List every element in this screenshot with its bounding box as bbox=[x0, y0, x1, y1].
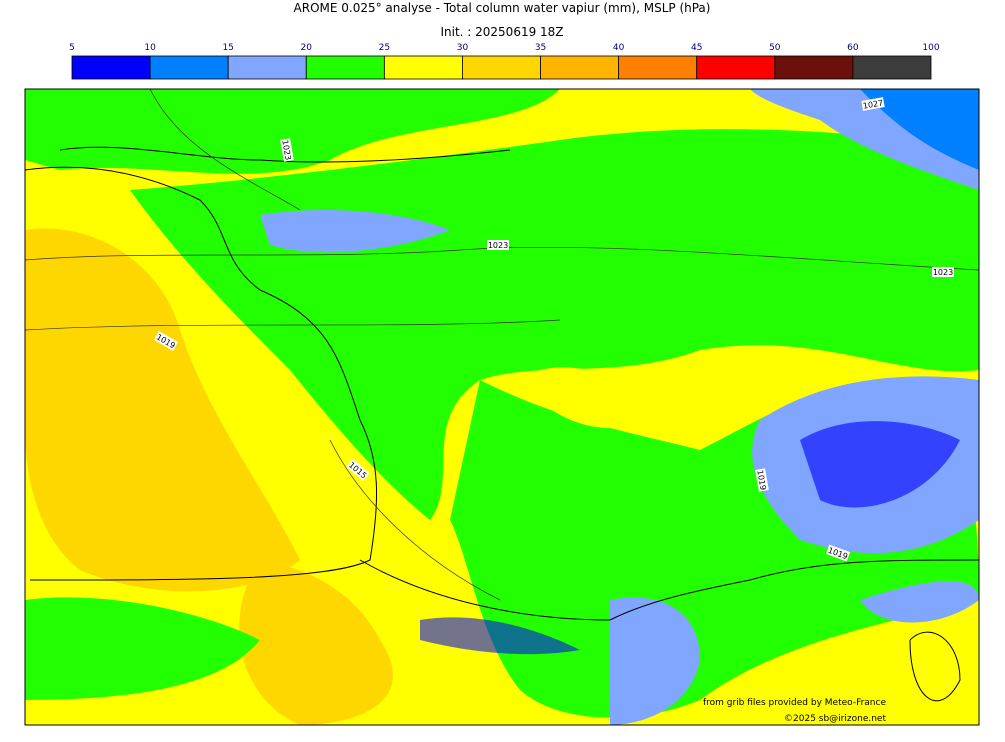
isobar-label-text: 1023 bbox=[933, 268, 953, 277]
isobar-label-text: 1027 bbox=[862, 98, 884, 110]
yellow-area bbox=[540, 367, 660, 429]
isobar-label-text: 1019 bbox=[755, 469, 767, 491]
colorbar-segment bbox=[227, 55, 307, 80]
colorbar-tick-label: 45 bbox=[691, 43, 702, 53]
orange-area bbox=[239, 560, 393, 725]
init-time: Init. : 20250619 18Z bbox=[440, 25, 563, 39]
colorbar-tick-label: 25 bbox=[379, 43, 390, 53]
isobar-label: 1023 bbox=[487, 240, 509, 250]
colorbar-tick-label: 40 bbox=[613, 43, 625, 53]
title: AROME 0.025° analyse - Total column wate… bbox=[294, 1, 711, 15]
colorbar-tick-label: 35 bbox=[535, 43, 546, 53]
colorbar-segment bbox=[540, 55, 620, 80]
map bbox=[24, 88, 980, 726]
colorbar-segment bbox=[383, 55, 463, 80]
isobar-label-bg bbox=[755, 468, 769, 492]
colorbar-segment bbox=[852, 55, 932, 80]
isobar-label-bg bbox=[346, 459, 370, 481]
green-area bbox=[25, 89, 560, 174]
isobar-label: 1023 bbox=[280, 138, 294, 162]
blue-area bbox=[610, 597, 700, 725]
colorbar-segment bbox=[149, 55, 229, 80]
blue-area bbox=[800, 421, 960, 508]
blue-area bbox=[860, 581, 979, 623]
colorbar-segment bbox=[618, 55, 698, 80]
source-credit: from grib files provided by Meteo-France bbox=[703, 698, 886, 708]
isobar-label: 1023 bbox=[932, 267, 954, 277]
isobar-label-text: 1023 bbox=[280, 139, 292, 161]
colorbar-tick-label: 15 bbox=[222, 43, 233, 53]
isobar-label-bg bbox=[932, 267, 954, 277]
colorbar-segment bbox=[305, 55, 385, 80]
colorbar-tick-label: 5 bbox=[69, 43, 75, 53]
isobar-line bbox=[25, 89, 979, 601]
colorbar-segment bbox=[696, 55, 776, 80]
isobar-label-bg bbox=[825, 544, 851, 562]
orange-area bbox=[25, 228, 300, 592]
isobar-label-bg bbox=[153, 331, 179, 351]
colorbar-tick-label: 10 bbox=[144, 43, 156, 53]
isobar-label-bg bbox=[861, 97, 885, 111]
coastline bbox=[25, 146, 979, 702]
colorbar-segment bbox=[774, 55, 854, 80]
colorbar-tick-label: 60 bbox=[847, 43, 859, 53]
colorbar-segment bbox=[71, 55, 151, 80]
isobar-label: 1019 bbox=[755, 468, 769, 492]
colorbar-tick-label: 30 bbox=[457, 43, 469, 53]
isobar-label-bg bbox=[487, 240, 509, 250]
blue-area bbox=[860, 89, 979, 170]
colorbar-tick-label: 100 bbox=[922, 43, 939, 53]
colorbar: 5 10 15 20 25 30 35 40 45 50 60 100 bbox=[69, 43, 940, 80]
colorbar-segment bbox=[462, 55, 541, 80]
map-frame bbox=[24, 88, 980, 726]
blue-area bbox=[260, 210, 450, 253]
copyright: ©2025 sb@irizone.net bbox=[784, 714, 886, 724]
isobar-label: 1027 bbox=[861, 97, 885, 111]
colorbar-tick-label: 50 bbox=[769, 43, 781, 53]
blue-area bbox=[420, 617, 580, 655]
green-area bbox=[25, 597, 260, 700]
isobar-label-bg bbox=[280, 138, 294, 162]
isobar-label-text: 1023 bbox=[488, 241, 508, 250]
colorbar-tick-label: 20 bbox=[301, 43, 313, 53]
